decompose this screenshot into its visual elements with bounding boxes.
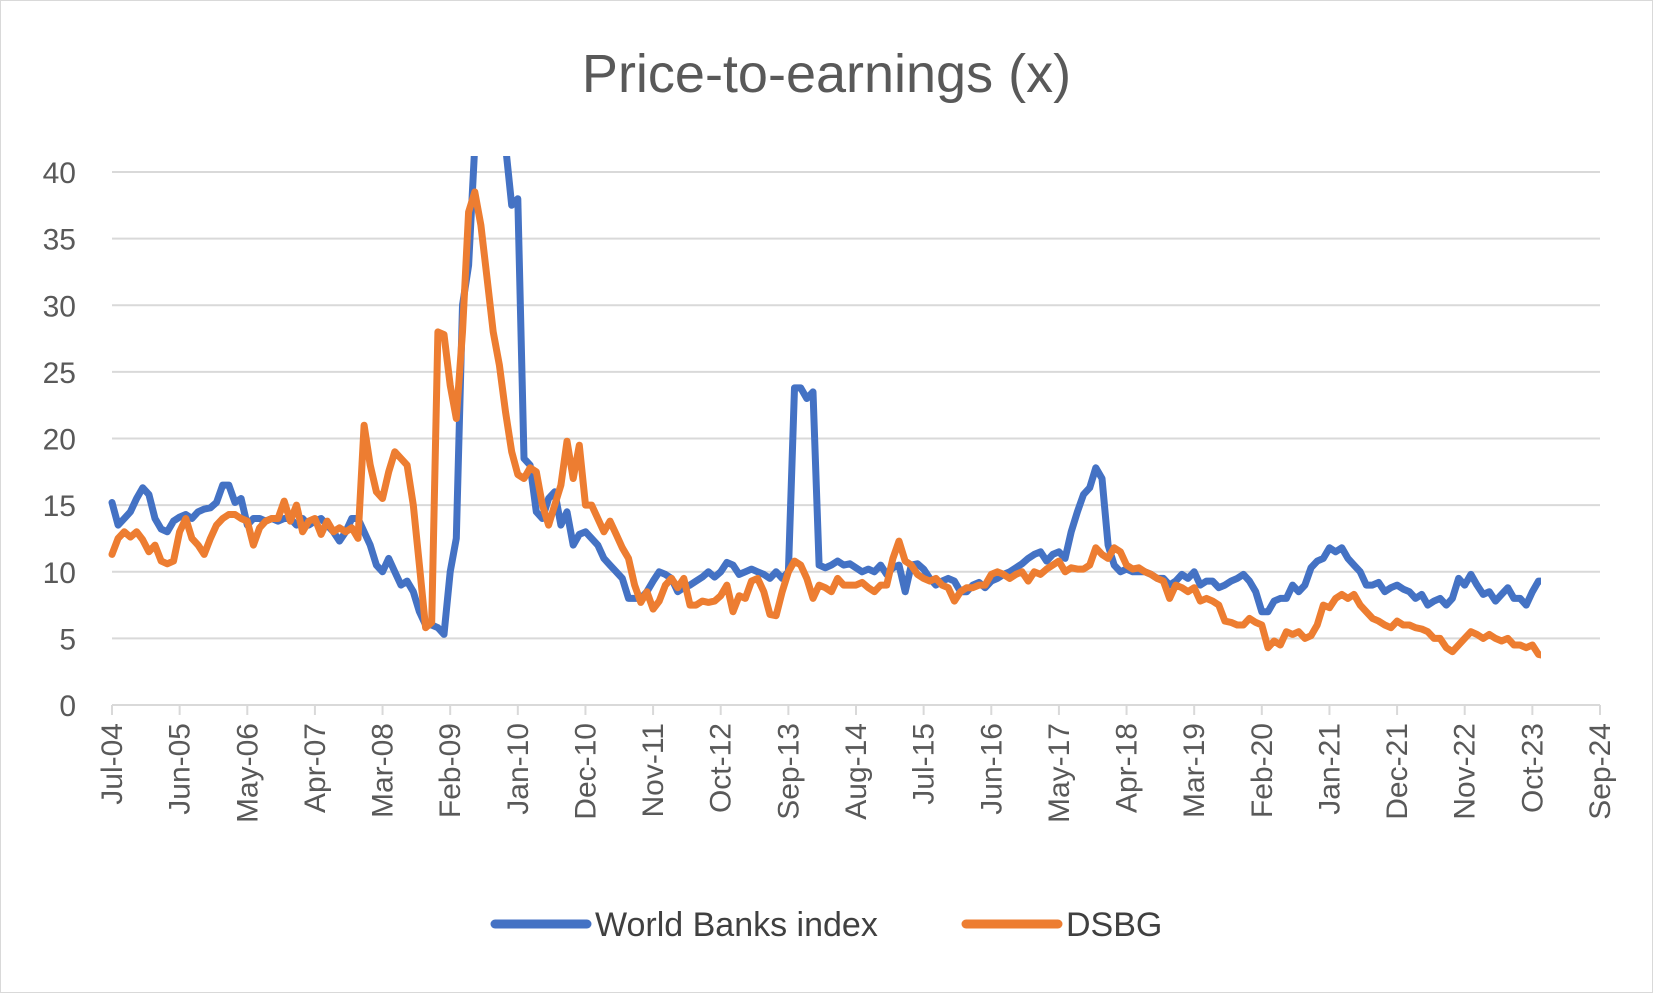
legend-label: World Banks index xyxy=(595,906,878,944)
x-tick-label: Feb-09 xyxy=(434,723,467,818)
x-tick-label: Jan-10 xyxy=(502,723,535,815)
x-tick-label: Oct-12 xyxy=(705,723,738,813)
x-tick-label: Jun-05 xyxy=(164,723,197,815)
y-tick-label: 30 xyxy=(43,290,76,323)
x-tick-label: Mar-19 xyxy=(1178,723,1211,818)
x-tick-label: Dec-10 xyxy=(569,723,602,820)
series-line-world-banks-index xyxy=(108,156,1541,638)
y-tick-label: 40 xyxy=(43,157,76,190)
legend: World Banks index DSBG xyxy=(490,906,1162,944)
x-tick-label: Aug-14 xyxy=(840,723,873,820)
x-tick-label: Jul-04 xyxy=(96,723,129,805)
x-tick-label: Sep-13 xyxy=(772,723,805,820)
y-tick-label: 5 xyxy=(59,623,76,656)
chart-title: Price-to-earnings (x) xyxy=(581,44,1072,104)
x-tick-label: Feb-20 xyxy=(1246,723,1279,818)
y-tick-label: 0 xyxy=(59,690,76,723)
y-axis: 0 5 10 15 20 25 30 35 40 xyxy=(43,157,76,723)
x-tick-label: May-17 xyxy=(1043,723,1076,823)
y-tick-label: 10 xyxy=(43,557,76,590)
x-tick-label: May-06 xyxy=(231,723,264,823)
legend-label: DSBG xyxy=(1066,906,1162,944)
x-tick-label: Apr-18 xyxy=(1111,723,1144,813)
x-tick-label: Sep-24 xyxy=(1584,723,1617,820)
y-tick-label: 35 xyxy=(43,224,76,257)
x-tick-label: Oct-23 xyxy=(1516,723,1549,813)
x-axis: Jul-04 Jun-05 May-06 Apr-07 Mar-08 Feb-09 Jan-… xyxy=(96,704,1617,823)
y-tick-label: 15 xyxy=(43,490,76,523)
x-tick-label: Jan-21 xyxy=(1313,723,1346,815)
y-tick-label: 20 xyxy=(43,424,76,457)
x-tick-label: Jun-16 xyxy=(975,723,1008,815)
y-tick-label: 25 xyxy=(43,357,76,390)
series-layer xyxy=(108,156,1541,659)
x-tick-label: Jul-15 xyxy=(908,723,941,805)
x-tick-label: Nov-11 xyxy=(637,723,670,817)
series-line-dsbg xyxy=(108,188,1541,659)
x-tick-label: Mar-08 xyxy=(367,723,400,818)
x-tick-label: Nov-22 xyxy=(1449,723,1482,820)
x-tick-label: Apr-07 xyxy=(299,723,332,813)
x-tick-label: Dec-21 xyxy=(1381,723,1414,820)
